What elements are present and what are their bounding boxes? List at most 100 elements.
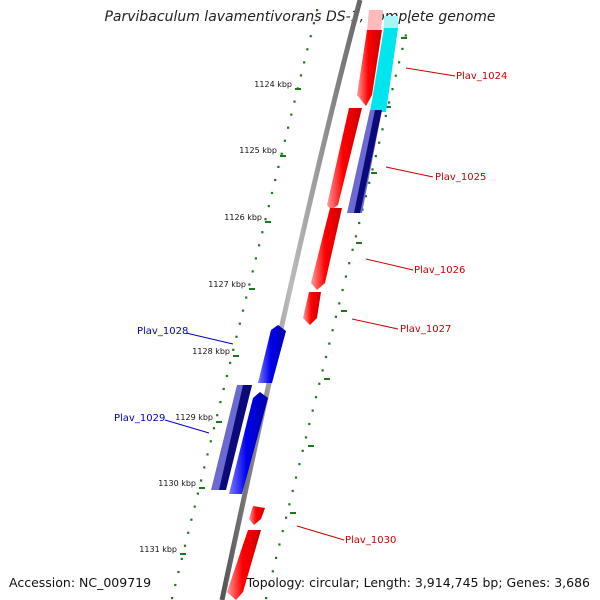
tick-label-1126: 1126 kbp (224, 213, 262, 222)
ruler-dot (291, 489, 294, 492)
gene-label-plav-1027: Plav_1027 (400, 324, 451, 335)
genome-backbone (219, 0, 363, 600)
ruler-dot (171, 597, 174, 600)
ruler-dot (309, 35, 312, 38)
ruler-dot (258, 244, 261, 247)
ruler-outer-dots (265, 21, 411, 600)
ruler-dot (219, 401, 222, 404)
ruler-dot (351, 248, 354, 251)
ruler-dot (290, 113, 293, 116)
ruler-dot (398, 61, 401, 64)
genome-summary-text: Topology: circular; Length: 3,914,745 bp… (246, 575, 590, 590)
ruler-dot (299, 74, 303, 77)
ruler-dot (232, 348, 235, 351)
ruler-dot (341, 288, 344, 292)
ruler-dot (235, 335, 238, 338)
ruler-dot (254, 257, 257, 260)
ruler-dot (354, 235, 357, 238)
ruler-dot (404, 34, 407, 37)
ruler-dot (238, 322, 241, 325)
tick-label-1124: 1124 kbp (254, 80, 292, 89)
ruler-dot (374, 155, 377, 158)
tick-label-1127: 1127 kbp (208, 280, 246, 289)
ruler-dot (288, 503, 291, 506)
ruler-dot (301, 449, 304, 452)
ruler-dot (285, 516, 288, 519)
ruler-dot (287, 126, 290, 129)
accession-text: Accession: NC_009719 (9, 575, 152, 590)
ruler-inner-dots (171, 9, 319, 600)
ruler-dot (216, 414, 219, 417)
ruler-dot (268, 583, 271, 586)
ruler-dot (283, 139, 286, 142)
ruler-dot (298, 463, 301, 466)
tick-label-1129: 1129 kbp (175, 413, 213, 422)
ruler-dot (408, 21, 411, 24)
gene-plav-1025-arrow[interactable] (327, 108, 362, 210)
ruler-dot (271, 570, 274, 573)
ruler-dot (251, 270, 254, 273)
ruler-dot (265, 597, 268, 600)
ruler-dot (364, 195, 367, 198)
ruler-dot (225, 374, 228, 378)
ruler-dot (180, 557, 183, 560)
ruler-dot (275, 556, 278, 559)
ruler-dot (294, 476, 298, 479)
gene-label-plav-1026: Plav_1026 (414, 265, 465, 276)
ruler-dot (303, 61, 306, 64)
ruler-dot (222, 387, 225, 391)
ruler-dot (338, 302, 341, 305)
ruler-dot (293, 100, 296, 103)
gene-plav-1024-arrow[interactable] (357, 10, 383, 106)
ruler-dot (318, 382, 321, 385)
ruler-dot (331, 329, 334, 332)
ruler-dot (308, 422, 311, 426)
feature-cyan-1024[interactable] (370, 16, 398, 112)
ruler-dot (381, 128, 384, 131)
ruler-dot (264, 218, 267, 221)
gene-label-plav-1025: Plav_1025 (435, 172, 486, 183)
ruler-dot (348, 262, 351, 265)
label-leaders (164, 67, 456, 541)
ruler-dot (212, 427, 216, 430)
ruler-dot (316, 9, 319, 12)
ruler-dot (278, 543, 281, 546)
ruler-dot (280, 152, 283, 155)
ruler-major-ticks (180, 37, 407, 555)
gene-plav-1026-arrow[interactable] (311, 208, 342, 290)
ruler-dot (193, 505, 196, 508)
ruler-dot (281, 530, 284, 533)
ruler-dot (190, 518, 193, 521)
ruler-dot (200, 479, 203, 482)
gene-plav-1029-arrow[interactable] (229, 392, 268, 494)
tick-label-1130: 1130 kbp (158, 479, 196, 488)
ruler-dot (388, 101, 391, 104)
ruler-dot (311, 409, 314, 412)
gene-plav-1030-arrow[interactable] (227, 506, 265, 600)
ruler-dot (358, 221, 361, 225)
ruler-dot (270, 191, 274, 195)
ruler-dot (203, 466, 206, 469)
ruler-dot (314, 396, 318, 399)
ruler-dot (241, 309, 245, 312)
ruler-dot (334, 315, 337, 318)
feature-purple-1025[interactable] (347, 110, 382, 213)
feature-purple-1029[interactable] (211, 385, 252, 490)
ruler-labels: 1124 kbp 1125 kbp 1126 kbp 1127 kbp 1128… (139, 80, 292, 554)
gene-label-plav-1028: Plav_1028 (137, 326, 188, 337)
gene-labels: Plav_1024 Plav_1025 Plav_1026 Plav_1027 … (114, 71, 507, 546)
ruler-dot (248, 283, 251, 286)
ruler-dot (187, 531, 190, 534)
ruler-dot (206, 453, 209, 456)
ruler-dot (344, 275, 347, 278)
ruler-dot (274, 178, 277, 182)
ruler-dot (229, 361, 232, 364)
ruler-dot (306, 48, 309, 51)
gene-plav-1028-arrow[interactable] (258, 325, 286, 383)
ruler-dot (177, 570, 180, 574)
ruler-dot (304, 436, 308, 439)
gene-plav-1027-arrow[interactable] (303, 292, 321, 325)
gene-label-plav-1029: Plav_1029 (114, 413, 165, 424)
ruler-dot (368, 181, 371, 184)
